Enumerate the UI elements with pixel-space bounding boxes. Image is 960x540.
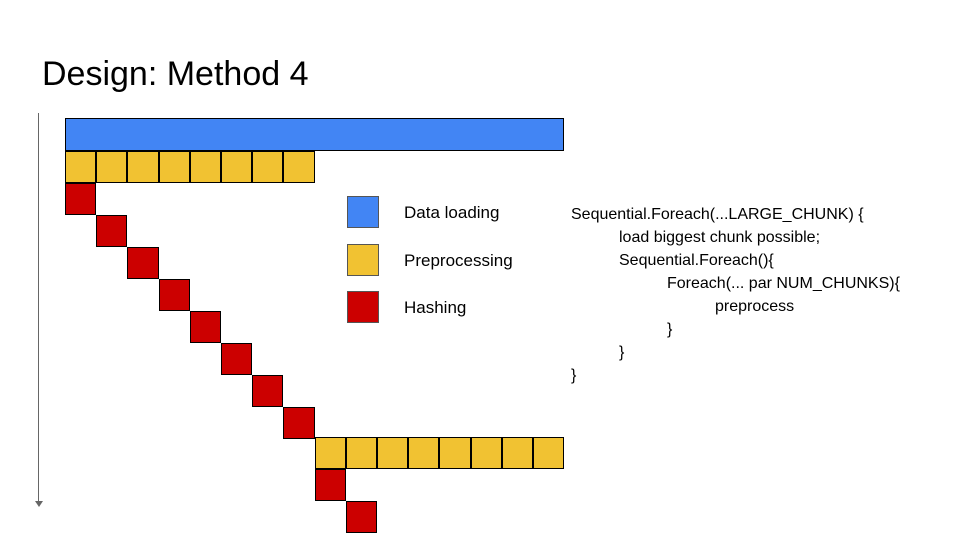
- code-line: }: [619, 344, 625, 361]
- code-line: Sequential.Foreach(){: [619, 252, 774, 269]
- legend-swatch-preprocessing: [347, 244, 379, 276]
- hashing-block: [189, 311, 221, 343]
- preprocess-block: [96, 151, 128, 183]
- preprocess-block: [65, 151, 97, 183]
- pseudocode-block: Sequential.Foreach(...LARGE_CHUNK) { load…: [571, 203, 900, 387]
- preprocess-block: [377, 437, 409, 469]
- preprocess-block: [408, 437, 440, 469]
- legend-swatch-data-loading: [347, 196, 379, 228]
- preprocess-block: [127, 151, 159, 183]
- preprocess-block: [470, 437, 502, 469]
- hashing-block: [127, 247, 159, 279]
- hashing-block: [283, 407, 315, 439]
- time-axis-arrowhead: [35, 501, 43, 507]
- code-line: }: [667, 321, 673, 338]
- code-line: preprocess: [715, 298, 795, 315]
- code-line: Foreach(... par NUM_CHUNKS){: [667, 275, 900, 292]
- code-line: load biggest chunk possible;: [619, 229, 821, 246]
- hashing-block: [252, 375, 284, 407]
- preprocess-block: [533, 437, 565, 469]
- preprocess-block: [252, 151, 284, 183]
- preprocess-block: [158, 151, 190, 183]
- preprocess-block: [314, 437, 346, 469]
- preprocess-block: [439, 437, 471, 469]
- preprocess-block: [283, 151, 315, 183]
- code-line: Sequential.Foreach(...LARGE_CHUNK) {: [571, 206, 864, 223]
- hashing-block: [65, 183, 97, 215]
- hashing-block: [96, 215, 128, 247]
- preprocess-block: [501, 437, 533, 469]
- preprocess-block: [221, 151, 253, 183]
- hashing-block: [158, 279, 190, 311]
- legend-label-hashing: Hashing: [404, 298, 467, 317]
- hashing-block: [345, 501, 377, 533]
- legend-swatch-hashing: [347, 291, 379, 323]
- legend-label-data-loading: Data loading: [404, 203, 500, 222]
- legend-label-preprocessing: Preprocessing: [404, 251, 513, 270]
- page-title: Design: Method 4: [42, 55, 309, 93]
- code-line: }: [571, 367, 577, 384]
- time-axis: [38, 113, 39, 503]
- hashing-block: [221, 343, 253, 375]
- preprocess-block: [189, 151, 221, 183]
- hashing-block: [314, 469, 346, 501]
- data-loading-block: [65, 118, 564, 151]
- preprocess-block: [345, 437, 377, 469]
